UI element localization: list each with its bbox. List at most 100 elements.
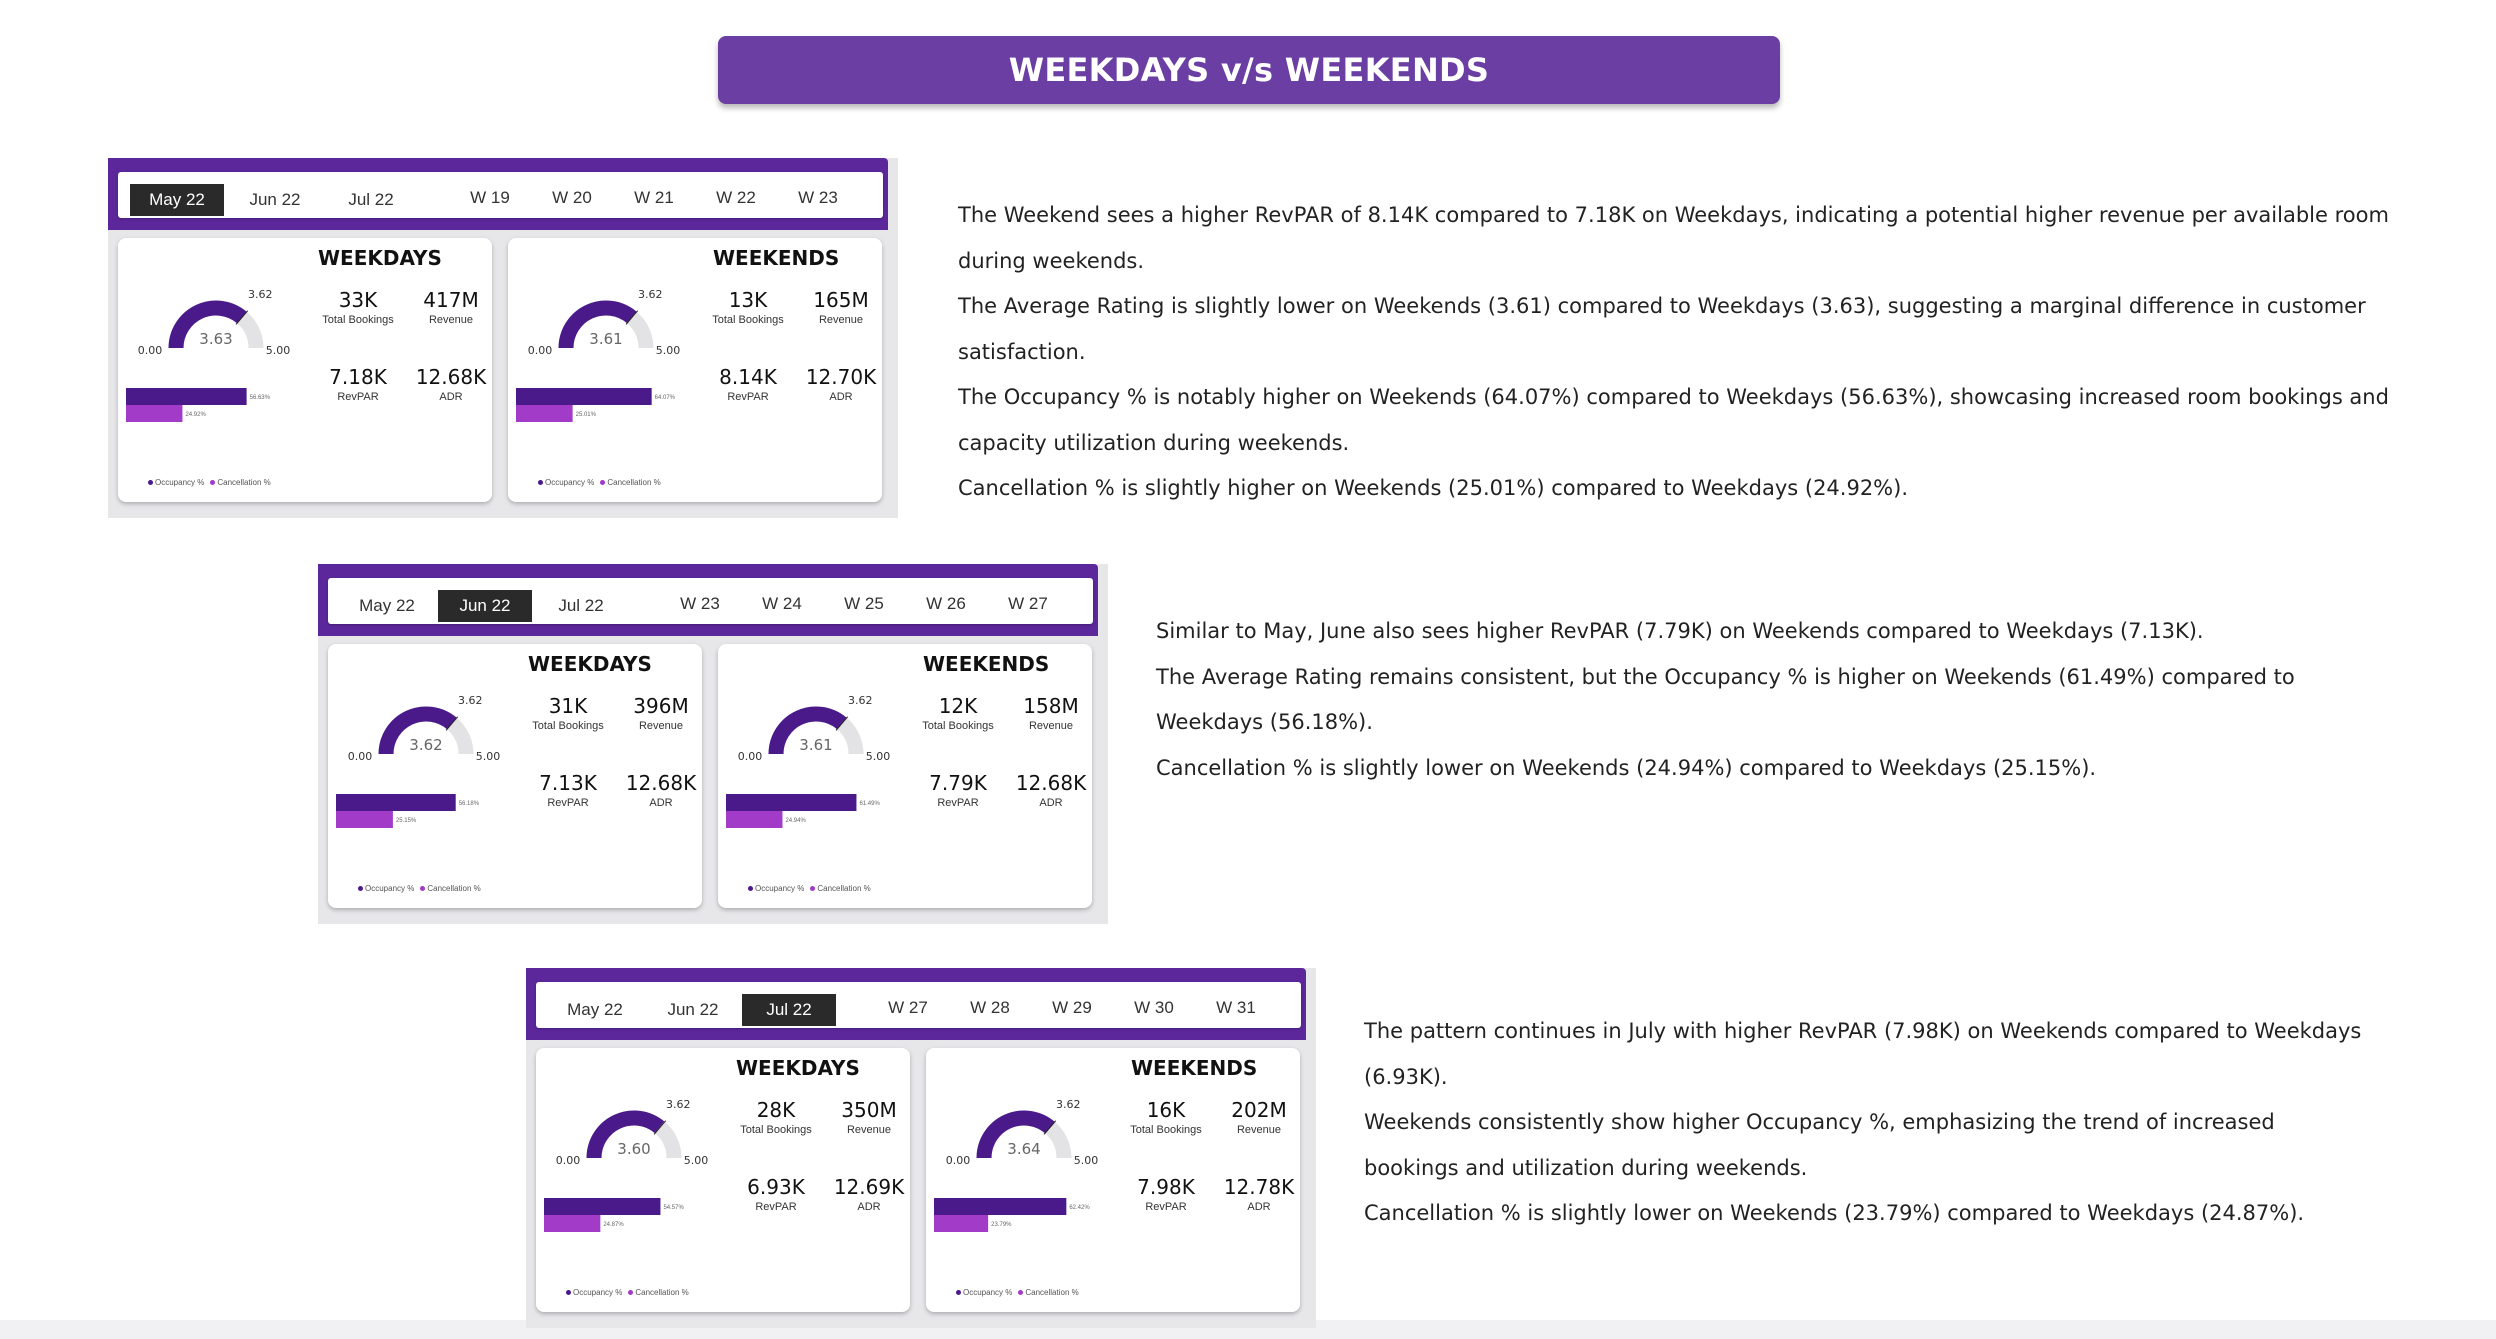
cancellation-bar bbox=[516, 405, 573, 422]
month-tab[interactable]: May 22 bbox=[130, 184, 224, 216]
adr: 12.68K ADR bbox=[611, 771, 711, 809]
week-tab[interactable]: W 29 bbox=[1052, 998, 1092, 1017]
adr-value: 12.68K bbox=[1015, 771, 1087, 795]
week-tab[interactable]: W 28 bbox=[970, 998, 1010, 1017]
week-tab[interactable]: W 26 bbox=[926, 594, 966, 613]
total-bookings: 16K Total Bookings bbox=[1116, 1098, 1216, 1136]
occupancy-bar-label: 54.57% bbox=[663, 1205, 684, 1211]
legend-occupancy-label: Occupancy % bbox=[155, 478, 205, 487]
gauge-min-label: 0.00 bbox=[528, 344, 553, 356]
cancellation-bar-label: 23.79% bbox=[991, 1222, 1012, 1228]
weekdays-card: WEEKDAYS 3.62 3.62 0.00 5.00 31K Total Booking… bbox=[328, 644, 702, 908]
occupancy-bar bbox=[934, 1198, 1067, 1215]
gauge-target-label: 3.62 bbox=[248, 288, 273, 301]
week-tab[interactable]: W 30 bbox=[1134, 998, 1174, 1017]
revenue: 350M Revenue bbox=[819, 1098, 919, 1136]
weekends-card: WEEKENDS 3.62 3.64 0.00 5.00 16K Total Booking… bbox=[926, 1048, 1300, 1312]
total-bookings-label: Total Bookings bbox=[740, 1124, 812, 1136]
insight-paragraph: The pattern continues in July with highe… bbox=[1364, 1019, 2362, 1089]
month-tab[interactable]: Jun 22 bbox=[667, 1000, 719, 1019]
legend-cancellation-label: Cancellation % bbox=[635, 1288, 689, 1297]
gauge-fill bbox=[586, 1110, 665, 1159]
cancellation-bar bbox=[934, 1215, 989, 1232]
week-tab[interactable]: W 23 bbox=[798, 188, 838, 207]
gauge-target-label: 3.62 bbox=[1056, 1098, 1081, 1111]
occupancy-bar-label: 56.63% bbox=[250, 395, 271, 401]
chart-legend: Occupancy % Cancellation % bbox=[566, 1288, 689, 1297]
occupancy-bar bbox=[126, 388, 247, 405]
occupancy-cancellation-chart: 56.18% 25.15% bbox=[336, 794, 480, 828]
revpar: 7.79K RevPAR bbox=[908, 771, 1008, 809]
total-bookings-value: 33K bbox=[338, 288, 378, 312]
adr-label: ADR bbox=[829, 391, 853, 403]
rating-gauge: 3.62 3.61 0.00 5.00 bbox=[528, 288, 681, 356]
month-tab[interactable]: May 22 bbox=[567, 1000, 623, 1019]
occupancy-bar-label: 61.49% bbox=[859, 801, 880, 807]
week-tab[interactable]: W 24 bbox=[762, 594, 802, 613]
gauge-max-label: 5.00 bbox=[266, 344, 291, 356]
month-tab[interactable]: Jun 22 bbox=[438, 590, 532, 622]
gauge-target-marker bbox=[835, 716, 849, 731]
weekdays-title: WEEKDAYS bbox=[528, 652, 652, 676]
legend-occupancy-dot bbox=[148, 480, 153, 486]
adr: 12.70K ADR bbox=[791, 365, 891, 403]
cancellation-bar-label: 24.92% bbox=[185, 412, 206, 418]
month-tab[interactable]: Jun 22 bbox=[249, 190, 301, 209]
insight-text: The pattern continues in July with highe… bbox=[1364, 1009, 2374, 1237]
revpar-value: 7.98K bbox=[1137, 1175, 1195, 1199]
revenue-label: Revenue bbox=[1236, 1124, 1282, 1136]
adr: 12.68K ADR bbox=[401, 365, 501, 403]
gauge-target-marker bbox=[625, 310, 639, 325]
total-bookings-value: 28K bbox=[756, 1098, 796, 1122]
month-tab[interactable]: May 22 bbox=[359, 596, 415, 615]
insight-paragraph: The Occupancy % is notably higher on Wee… bbox=[958, 385, 2389, 455]
filter-tabs: May 22 Jun 22 Jul 22 W 27 W 28 W 29 W 30 W 31 bbox=[536, 982, 1301, 1028]
week-tab[interactable]: W 31 bbox=[1216, 998, 1256, 1017]
gauge-min-label: 0.00 bbox=[138, 344, 163, 356]
dashboard-snapshot-may-22: May 22 Jun 22 Jul 22 W 19 W 20 W 21 W 22 W 23 WE… bbox=[108, 158, 898, 518]
adr-label: ADR bbox=[1247, 1201, 1271, 1213]
chart-legend: Occupancy % Cancellation % bbox=[956, 1288, 1079, 1297]
revpar-value: 7.13K bbox=[539, 771, 597, 795]
week-tab[interactable]: W 22 bbox=[716, 188, 756, 207]
revenue-label: Revenue bbox=[846, 1124, 892, 1136]
month-tab[interactable]: Jul 22 bbox=[558, 596, 604, 615]
revpar-value: 8.14K bbox=[719, 365, 777, 389]
legend-cancellation-dot bbox=[1018, 1290, 1024, 1296]
revenue: 158M Revenue bbox=[1001, 694, 1101, 732]
total-bookings: 33K Total Bookings bbox=[308, 288, 408, 326]
revpar: 8.14K RevPAR bbox=[698, 365, 798, 403]
week-tab[interactable]: W 27 bbox=[1008, 594, 1048, 613]
gauge-target-label: 3.62 bbox=[666, 1098, 691, 1111]
total-bookings-value: 13K bbox=[728, 288, 768, 312]
gauge-min-label: 0.00 bbox=[738, 750, 763, 762]
chart-legend: Occupancy % Cancellation % bbox=[148, 478, 271, 487]
legend-occupancy-label: Occupancy % bbox=[365, 884, 415, 893]
rating-gauge: 3.62 3.63 0.00 5.00 bbox=[138, 288, 291, 356]
week-tab[interactable]: W 27 bbox=[888, 998, 928, 1017]
revenue-value: 202M bbox=[1231, 1098, 1287, 1122]
gauge-value: 3.64 bbox=[1007, 1140, 1040, 1158]
month-tab[interactable]: Jul 22 bbox=[348, 190, 394, 209]
gauge-min-label: 0.00 bbox=[348, 750, 373, 762]
legend-occupancy-label: Occupancy % bbox=[545, 478, 595, 487]
legend-cancellation-label: Cancellation % bbox=[217, 478, 271, 487]
week-tab[interactable]: W 21 bbox=[634, 188, 674, 207]
legend-cancellation-label: Cancellation % bbox=[817, 884, 871, 893]
occupancy-bar bbox=[516, 388, 652, 405]
revenue-label: Revenue bbox=[638, 720, 684, 732]
legend-cancellation-dot bbox=[420, 886, 426, 892]
dashboard-snapshot-jun-22: May 22 Jun 22 Jul 22 W 23 W 24 W 25 W 26 W 27 WE… bbox=[318, 564, 1108, 924]
week-tab[interactable]: W 23 bbox=[680, 594, 720, 613]
gauge-max-label: 5.00 bbox=[684, 1154, 709, 1166]
month-tab[interactable]: Jul 22 bbox=[742, 994, 836, 1026]
week-tab[interactable]: W 25 bbox=[844, 594, 884, 613]
revpar-label: RevPAR bbox=[937, 797, 979, 809]
insight-paragraph: The Average Rating is slightly lower on … bbox=[958, 294, 2366, 364]
week-tab[interactable]: W 20 bbox=[552, 188, 592, 207]
revenue: 202M Revenue bbox=[1209, 1098, 1309, 1136]
revpar-value: 6.93K bbox=[747, 1175, 805, 1199]
week-tab[interactable]: W 19 bbox=[470, 188, 510, 207]
legend-occupancy-dot bbox=[358, 886, 363, 892]
gauge-target-marker bbox=[1043, 1120, 1057, 1135]
